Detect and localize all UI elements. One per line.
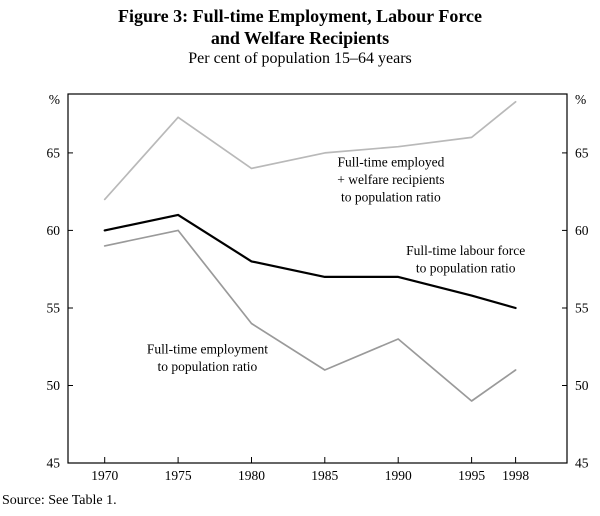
y-tick-label-right: 50 <box>575 378 589 393</box>
unit-label-left: % <box>49 92 60 107</box>
series-line <box>103 229 517 402</box>
y-tick-label-left: 55 <box>47 301 61 316</box>
x-tick-label: 1970 <box>91 468 118 483</box>
y-tick-label-left: 45 <box>47 456 61 471</box>
y-tick-label-right: 60 <box>575 223 589 238</box>
line-chart: 1970 1975 1980 1985 1990 1995 1998 45 45 50 50 55 55… <box>0 76 600 490</box>
y-tick-label-right: 55 <box>575 301 589 316</box>
x-tick-label: 1985 <box>311 468 338 483</box>
y-tick-label-left: 65 <box>47 145 61 160</box>
unit-label-right: % <box>575 92 586 107</box>
annotation-text: Full-time employed <box>337 154 444 169</box>
series-line <box>103 213 517 310</box>
figure-subtitle: Per cent of population 15–64 years <box>188 50 412 67</box>
plot-border <box>67 93 568 464</box>
figure-title-line2: and Welfare Recipients <box>210 28 390 48</box>
x-tick-label: 1975 <box>165 468 192 483</box>
x-tick-label: 1998 <box>502 468 529 483</box>
x-tick-label: 1980 <box>238 468 265 483</box>
y-tick-label-right: 65 <box>575 145 589 160</box>
figure-title: Figure 3: Full-time Employment, Labour F… <box>0 5 600 49</box>
annotation-text: Full-time labour force <box>406 243 525 258</box>
source-note: Source: See Table 1. <box>2 493 117 508</box>
y-tick-label-right: 45 <box>575 456 589 471</box>
x-tick-label: 1990 <box>385 468 412 483</box>
annotation-text: + welfare recipients <box>337 172 444 187</box>
annotation-text: to population ratio <box>341 189 441 204</box>
y-tick-label-left: 50 <box>47 378 61 393</box>
chart-canvas: 1970 1975 1980 1985 1990 1995 1998 45 45 50 50 55 55… <box>47 92 589 483</box>
annotation-text: to population ratio <box>416 260 516 275</box>
annotation-text: to population ratio <box>158 359 258 374</box>
y-tick-label-left: 60 <box>47 223 61 238</box>
x-tick-label: 1995 <box>458 468 485 483</box>
figure-title-line1: Figure 3: Full-time Employment, Labour F… <box>118 6 482 26</box>
series-line <box>103 100 517 201</box>
annotation-text: Full-time employment <box>147 341 268 356</box>
